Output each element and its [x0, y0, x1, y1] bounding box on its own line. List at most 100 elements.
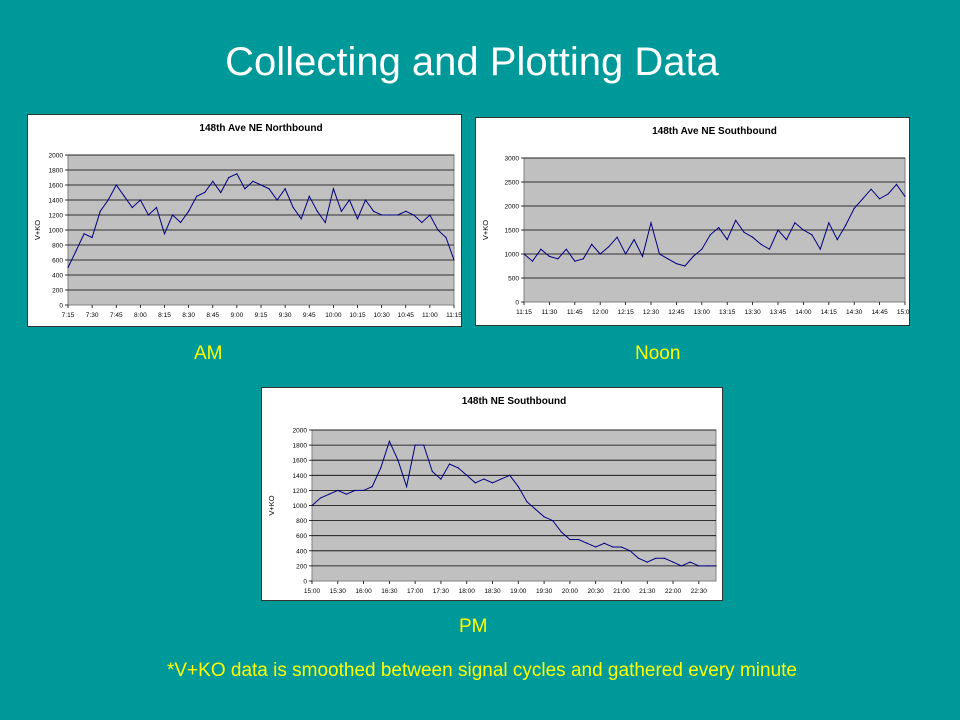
data-point: [845, 224, 847, 226]
data-point: [608, 246, 610, 248]
data-point: [212, 180, 214, 182]
x-tick-label: 8:00: [134, 312, 147, 319]
x-tick-label: 10:00: [325, 312, 342, 319]
data-point: [557, 258, 559, 260]
x-tick-label: 12:30: [643, 309, 660, 316]
data-point: [534, 508, 537, 510]
x-tick-label: 22:30: [691, 588, 708, 595]
slide-title: Collecting and Plotting Data: [225, 40, 719, 84]
y-tick-label: 2000: [49, 153, 64, 160]
data-point: [228, 176, 230, 179]
x-tick-label: 11:45: [567, 309, 583, 316]
x-tick-label: 9:30: [279, 312, 292, 319]
x-tick-label: 8:45: [206, 312, 219, 319]
data-point: [457, 467, 459, 469]
data-point: [667, 258, 669, 260]
x-tick-label: 8:15: [158, 312, 171, 319]
x-tick-label: 11:00: [422, 312, 438, 319]
chart-am-northbound: 148th Ave NE Northbound 0 200 400 600 800 1000…: [27, 114, 462, 327]
y-tick-label: 1200: [49, 213, 64, 220]
data-point: [655, 557, 657, 559]
x-tick-label: 14:00: [795, 309, 812, 316]
data-point: [620, 546, 623, 548]
data-point: [595, 546, 597, 548]
chart-title: 148th NE Southbound: [462, 396, 566, 407]
data-point: [345, 493, 347, 495]
data-point: [517, 486, 519, 488]
data-point: [300, 218, 302, 220]
y-tick-label: 1600: [49, 183, 64, 190]
x-tick-label: 17:30: [433, 588, 450, 595]
data-point: [586, 542, 588, 544]
x-tick-label: 15:30: [330, 588, 347, 595]
data-point: [658, 253, 661, 255]
data-point: [760, 243, 762, 245]
y-axis-label: V+KO: [267, 495, 276, 515]
data-point: [474, 482, 476, 484]
data-point: [354, 489, 356, 491]
data-point: [509, 474, 511, 476]
data-point: [794, 222, 796, 224]
data-point: [701, 248, 703, 250]
data-point: [715, 565, 717, 567]
data-point: [768, 248, 771, 250]
data-point: [638, 557, 640, 559]
data-point: [421, 221, 423, 224]
data-point: [895, 183, 898, 185]
data-point: [448, 463, 451, 465]
x-tick-label: 12:00: [592, 309, 609, 316]
y-tick-label: 3000: [505, 156, 520, 163]
x-tick-label: 7:45: [110, 312, 123, 319]
y-tick-label: 1000: [293, 503, 308, 510]
chart-pm-svg: 148th NE Southbound 0 200 400 600 800 1000 1200…: [267, 396, 717, 595]
data-point: [785, 239, 788, 241]
data-point: [107, 199, 109, 201]
data-point: [268, 188, 270, 190]
data-point: [523, 253, 525, 255]
y-tick-label: 1800: [49, 168, 64, 175]
x-tick-label: 9:00: [231, 312, 244, 319]
data-point: [811, 234, 813, 236]
data-point: [437, 229, 439, 231]
data-point: [260, 184, 262, 186]
chart-title: 148th Ave NE Southbound: [652, 126, 777, 137]
data-point: [540, 248, 542, 250]
y-tick-label: 1600: [293, 458, 308, 465]
x-tick-label: 12:15: [617, 309, 634, 316]
x-tick-label: 10:30: [373, 312, 390, 319]
data-point: [625, 253, 627, 255]
y-tick-label: 800: [52, 243, 63, 250]
data-point: [405, 486, 408, 488]
data-point: [340, 210, 343, 212]
x-tick-label: 11:30: [542, 309, 558, 316]
caption-pm: PM: [459, 616, 488, 637]
data-point: [599, 253, 601, 255]
data-point: [372, 210, 375, 212]
y-tick-label: 200: [52, 288, 63, 295]
data-point: [405, 210, 407, 212]
data-point: [641, 255, 644, 257]
x-tick-label: 14:30: [846, 309, 863, 316]
x-tick-label: 9:45: [303, 312, 316, 319]
data-point: [131, 206, 133, 209]
data-point: [491, 482, 494, 484]
data-point: [582, 258, 584, 260]
x-tick-label: 20:30: [588, 588, 605, 595]
x-tick-label: 19:00: [510, 588, 527, 595]
data-point: [577, 538, 580, 541]
data-point: [548, 255, 550, 257]
data-point: [565, 248, 567, 250]
data-point: [819, 248, 821, 250]
data-point: [887, 193, 889, 195]
data-point: [413, 214, 415, 216]
data-point: [324, 221, 326, 224]
data-point: [332, 188, 334, 190]
data-point: [397, 214, 399, 216]
x-tick-label: 20:00: [562, 588, 579, 595]
data-point: [879, 198, 881, 200]
chart-am-svg: 148th Ave NE Northbound 0 200 400 600 800 1000…: [33, 123, 461, 319]
x-tick-label: 11:15: [516, 309, 532, 316]
data-point: [316, 210, 318, 212]
data-point: [672, 561, 674, 563]
data-point: [220, 191, 222, 194]
